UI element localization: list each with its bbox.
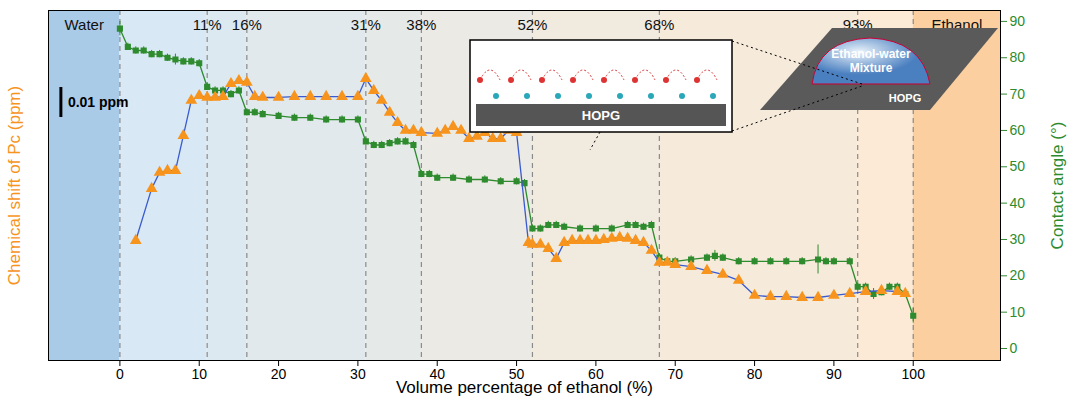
svg-text:60: 60	[588, 366, 604, 383]
svg-text:40: 40	[429, 366, 445, 383]
svg-text:31%: 31%	[351, 16, 381, 33]
svg-text:10: 10	[1010, 304, 1026, 320]
svg-text:70: 70	[1010, 86, 1026, 102]
svg-text:HOPG: HOPG	[889, 92, 921, 104]
svg-text:Contact angle (°): Contact angle (°)	[1048, 122, 1067, 250]
svg-text:Chemical shift of Pc (ppm): Chemical shift of Pc (ppm)	[5, 86, 24, 285]
svg-text:10: 10	[191, 366, 207, 382]
svg-text:80: 80	[747, 366, 763, 382]
svg-text:60: 60	[1010, 122, 1026, 138]
svg-text:Mixture: Mixture	[850, 61, 893, 75]
svg-text:Water: Water	[64, 16, 103, 33]
svg-text:0: 0	[116, 366, 124, 382]
svg-text:52%: 52%	[517, 16, 547, 33]
svg-text:100: 100	[902, 366, 926, 382]
svg-text:90: 90	[826, 366, 842, 382]
svg-text:93%: 93%	[843, 16, 873, 33]
svg-text:0: 0	[1010, 340, 1018, 356]
svg-text:30: 30	[1010, 231, 1026, 247]
svg-text:30: 30	[350, 366, 366, 382]
svg-text:70: 70	[667, 366, 683, 382]
svg-text:20: 20	[1010, 267, 1026, 283]
svg-text:80: 80	[1010, 49, 1026, 65]
svg-text:11%: 11%	[193, 16, 222, 33]
svg-text:20: 20	[271, 366, 287, 382]
svg-text:16%: 16%	[232, 16, 262, 33]
svg-text:0.01 ppm: 0.01 ppm	[68, 94, 129, 110]
svg-text:HOPG: HOPG	[582, 108, 620, 123]
svg-text:90: 90	[1010, 13, 1026, 29]
svg-text:Ethanol: Ethanol	[931, 16, 982, 33]
svg-text:38%: 38%	[406, 16, 436, 33]
svg-text:50: 50	[508, 366, 525, 383]
svg-text:50: 50	[1010, 158, 1026, 174]
svg-text:68%: 68%	[644, 16, 674, 33]
svg-text:Volume percentage of ethanol (: Volume percentage of ethanol (%)	[396, 378, 653, 397]
svg-text:40: 40	[1010, 195, 1026, 211]
svg-text:Ethanol-water: Ethanol-water	[831, 47, 911, 61]
